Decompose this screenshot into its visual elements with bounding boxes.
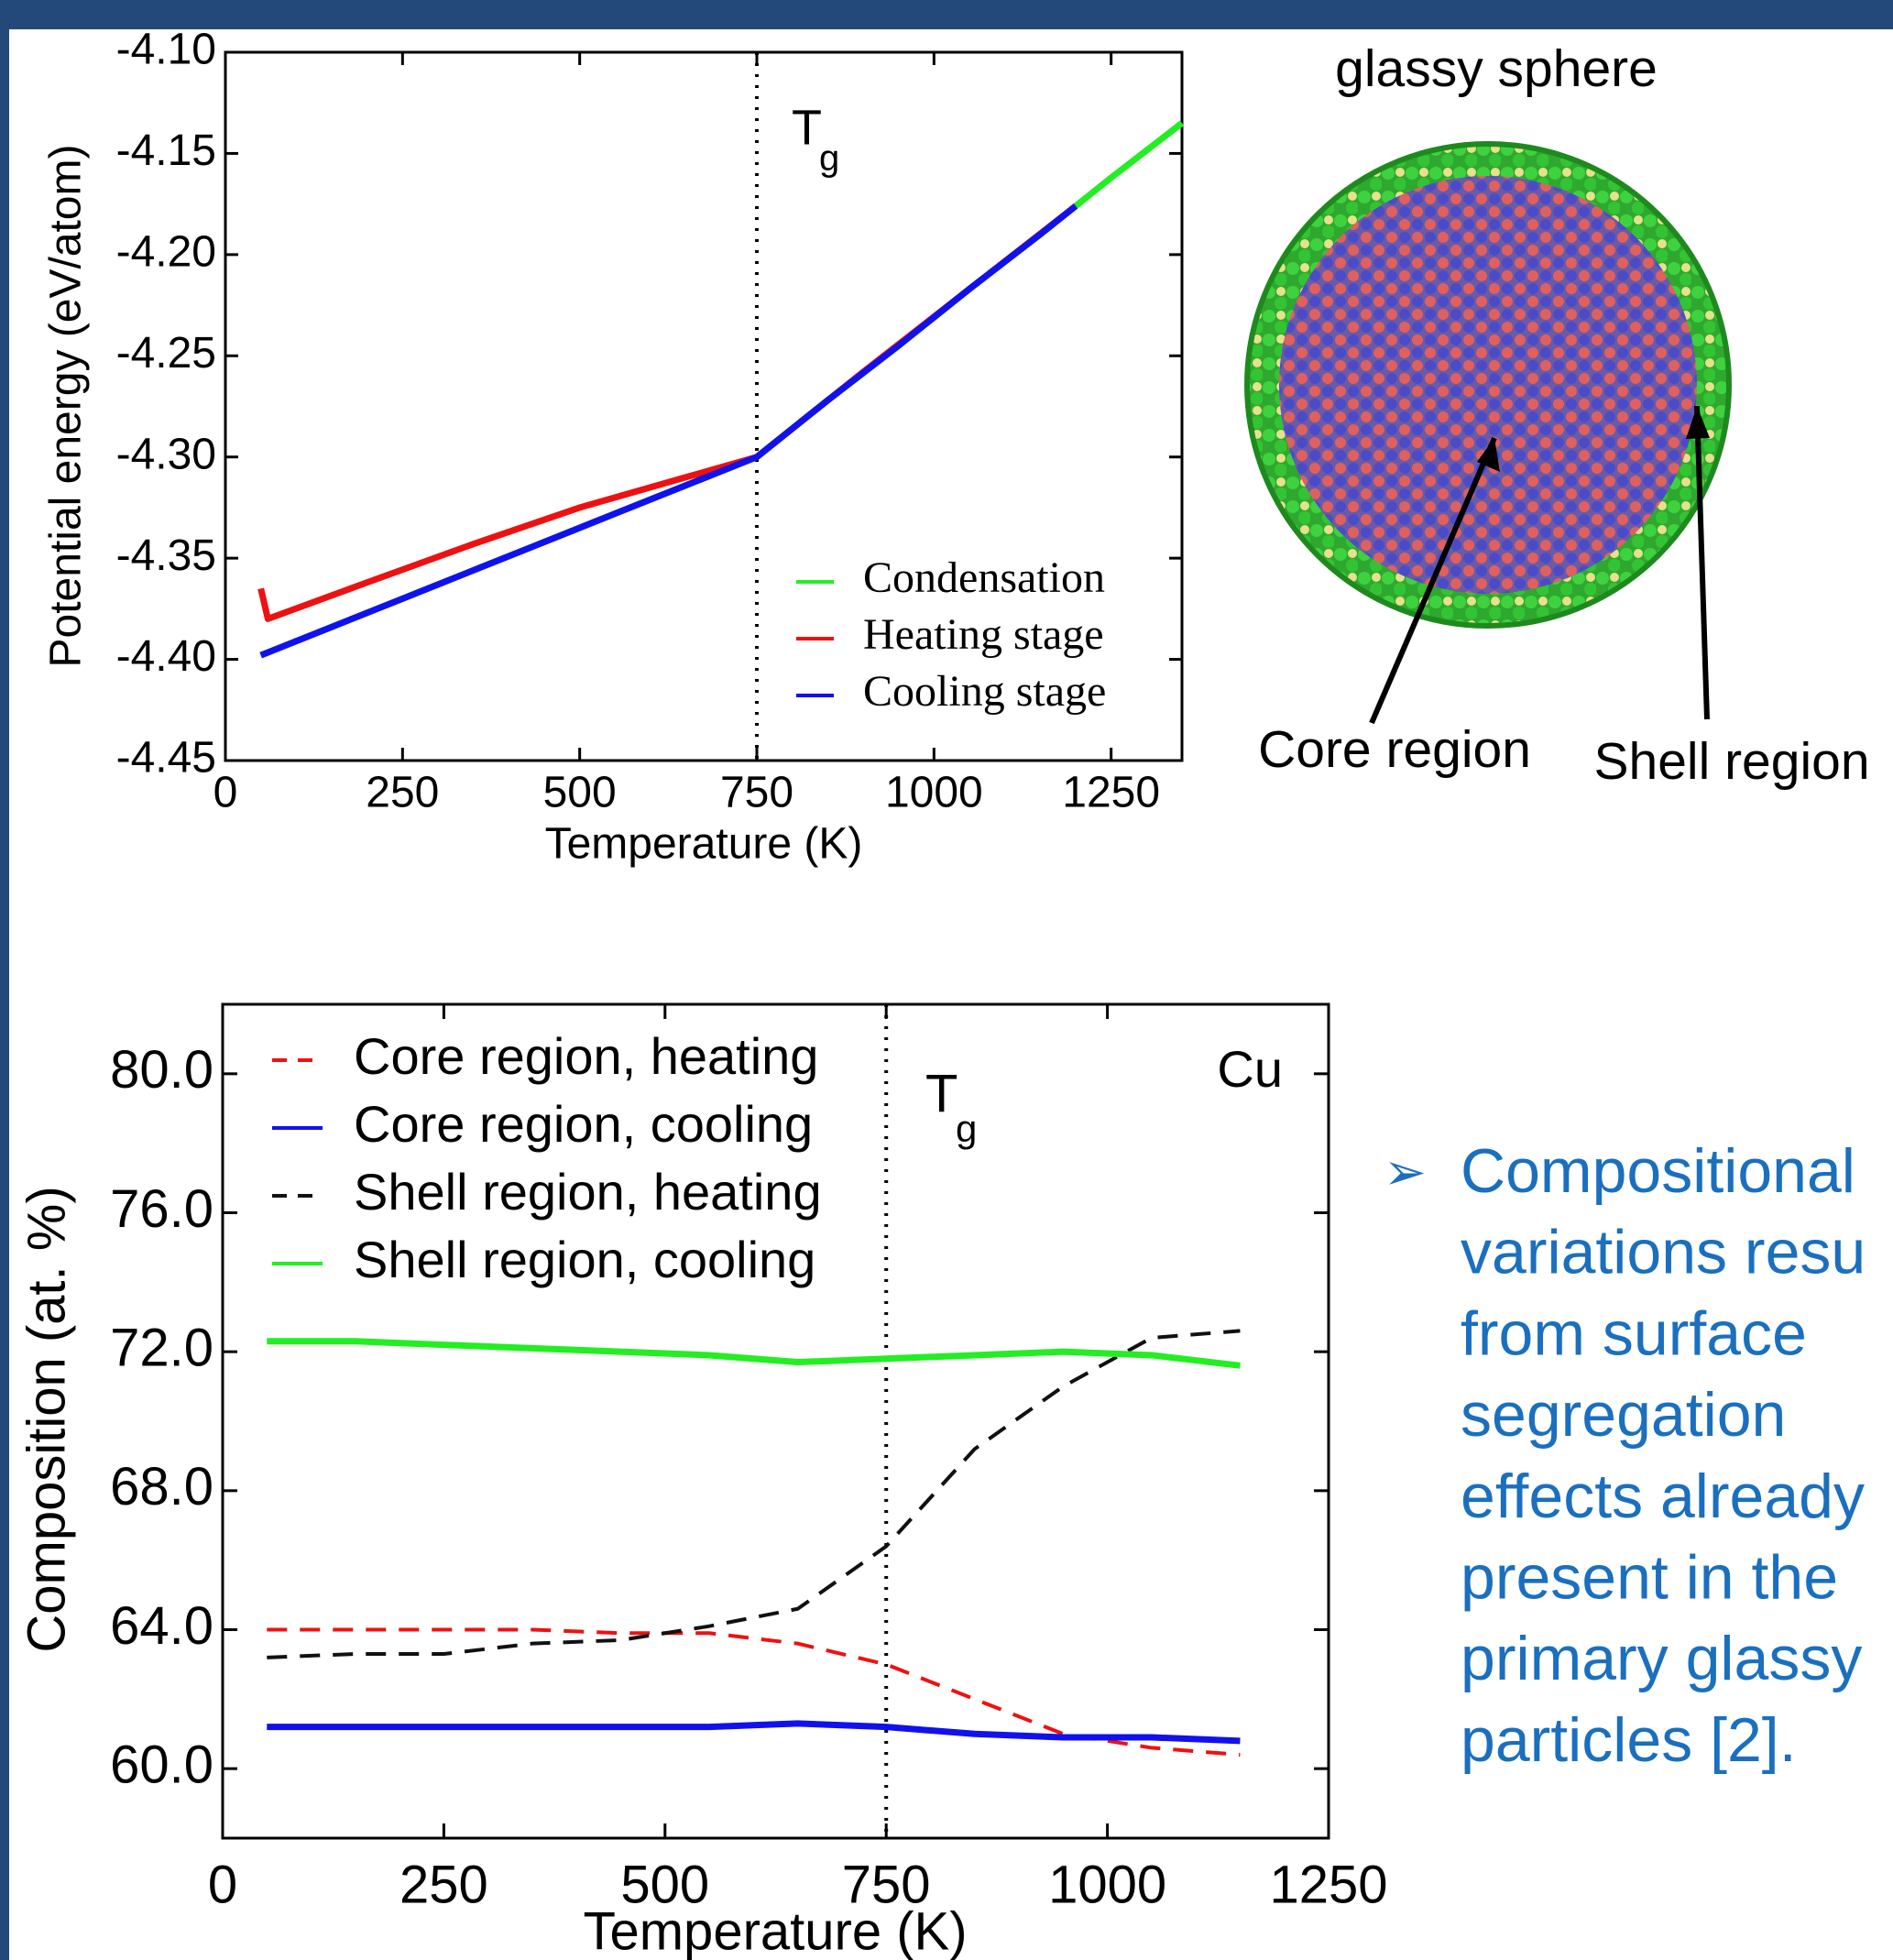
y-tick-label: 60.0: [110, 1735, 213, 1794]
annotation: Cu: [1217, 1040, 1283, 1098]
tg-label: T: [925, 1064, 957, 1123]
bullet-text: primary glassy: [1461, 1624, 1862, 1693]
x-tick-label: 1250: [1269, 1855, 1387, 1914]
bullet-text: effects already: [1461, 1462, 1865, 1531]
x-tick-label: 250: [366, 769, 439, 817]
y-tick-label: -4.20: [116, 228, 216, 277]
y-tick-label: 76.0: [110, 1179, 213, 1239]
y-tick-label: -4.15: [116, 126, 216, 175]
x-axis-label: Temperature (K): [545, 820, 863, 869]
shell-label: Shell region: [1593, 732, 1869, 791]
y-tick-label: -4.25: [116, 329, 216, 378]
bullet-marker: ➢: [1384, 1143, 1427, 1200]
arrow-head: [1686, 406, 1710, 439]
x-tick-label: 500: [620, 1855, 709, 1914]
plot-frame: [221, 1002, 1330, 1840]
x-tick-label: 1000: [885, 769, 983, 817]
bullet-text: variations resu: [1461, 1218, 1866, 1287]
y-tick-label: -4.10: [116, 26, 216, 74]
core-region: [1279, 176, 1697, 594]
x-tick-label: 1000: [1048, 1855, 1166, 1914]
x-tick-label: 250: [399, 1855, 488, 1914]
arrow-head: [1477, 438, 1500, 472]
y-tick-label: -4.40: [116, 632, 216, 681]
bullet-text: Compositional: [1461, 1136, 1855, 1206]
legend-label: Core region, cooling: [354, 1095, 813, 1153]
bullet-text: present in the: [1461, 1542, 1838, 1612]
plot-frame: [224, 50, 1184, 762]
x-axis-label: Temperature (K): [583, 1901, 967, 1960]
legend-label: Condensation: [863, 553, 1105, 602]
y-axis-label: Composition (at. %): [16, 1186, 76, 1652]
y-tick-label: 64.0: [110, 1596, 213, 1656]
tg-subscript: g: [819, 138, 839, 179]
legend-label: Heating stage: [863, 610, 1104, 659]
arrow: [1694, 405, 1710, 720]
y-tick-label: 80.0: [110, 1040, 213, 1100]
core-label: Core region: [1258, 720, 1531, 779]
bullet-text: particles [2].: [1461, 1705, 1797, 1775]
legend-label: Core region, heating: [354, 1027, 818, 1085]
series-line: [267, 1329, 1241, 1659]
arrow: [1369, 436, 1497, 725]
x-tick-label: 0: [208, 1855, 237, 1914]
sphere-image: [1244, 141, 1732, 725]
tg-label: T: [792, 100, 822, 155]
y-tick-label: 72.0: [110, 1318, 213, 1377]
y-tick-label: -4.30: [116, 430, 216, 478]
series-line: [259, 203, 1078, 659]
series-line: [267, 1338, 1241, 1369]
y-tick-label: -4.35: [116, 531, 216, 580]
legend-label: Shell region, cooling: [354, 1231, 815, 1288]
y-tick-label: 68.0: [110, 1457, 213, 1517]
x-tick-label: 1250: [1062, 769, 1160, 817]
legend-label: Cooling stage: [863, 667, 1106, 716]
legend-label: Shell region, heating: [354, 1163, 822, 1221]
y-tick-label: -4.45: [116, 734, 216, 783]
y-axis-label: Potential energy (eV/atom): [42, 145, 91, 668]
bullet-text: from surface: [1461, 1298, 1807, 1368]
sphere-title: glassy sphere: [1335, 39, 1658, 98]
x-tick-label: 750: [842, 1855, 931, 1914]
tg-subscript: g: [956, 1107, 977, 1150]
x-tick-label: 0: [213, 769, 238, 817]
x-tick-label: 750: [720, 769, 793, 817]
bullet-text: segregation: [1461, 1380, 1786, 1450]
x-tick-label: 500: [543, 769, 617, 817]
series-line: [267, 1720, 1241, 1745]
